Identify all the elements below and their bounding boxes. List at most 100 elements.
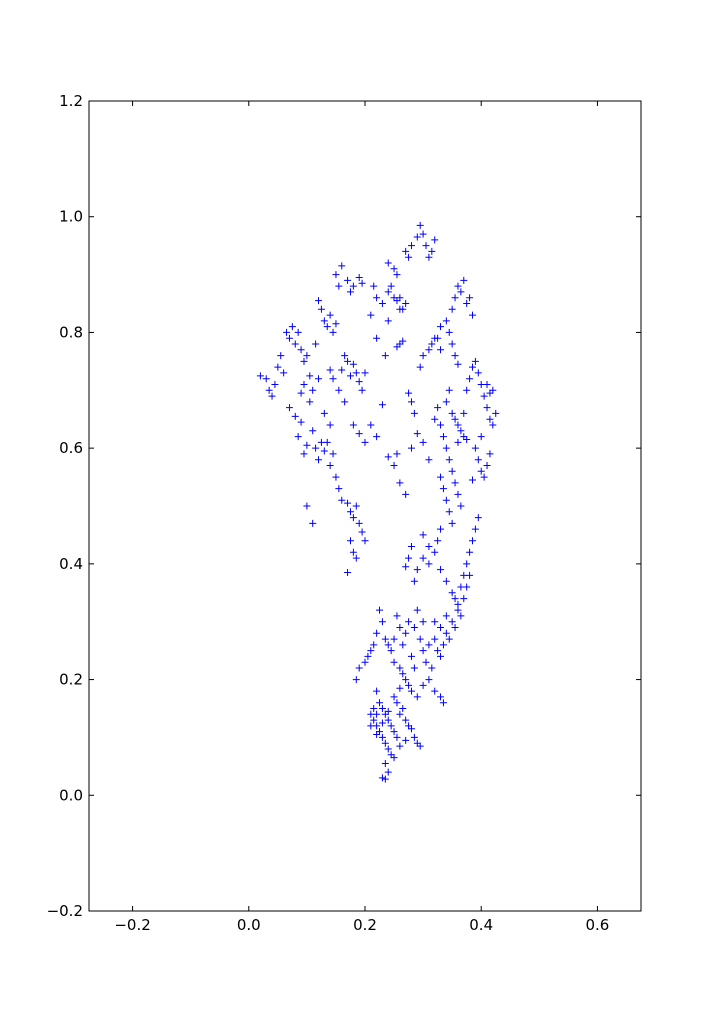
- scatter-point: [381, 710, 389, 718]
- scatter-point: [361, 438, 369, 446]
- scatter-point: [393, 612, 401, 620]
- scatter-point: [431, 236, 439, 244]
- scatter-point: [352, 369, 360, 377]
- scatter-point: [425, 560, 433, 568]
- scatter-point: [396, 664, 404, 672]
- scatter-point: [271, 381, 279, 388]
- points-layer: [256, 221, 500, 783]
- scatter-point: [434, 404, 442, 412]
- scatter-point: [344, 499, 352, 507]
- scatter-point: [323, 323, 331, 331]
- scatter-point: [335, 386, 343, 394]
- scatter-point: [468, 363, 476, 371]
- scatter-point: [381, 352, 389, 360]
- scatter-point: [425, 676, 433, 684]
- scatter-point: [474, 369, 482, 377]
- scatter-point: [378, 733, 386, 741]
- scatter-point: [410, 664, 418, 672]
- scatter-point: [471, 525, 479, 533]
- scatter-point: [486, 450, 494, 458]
- scatter-point: [463, 386, 471, 394]
- scatter-point: [309, 386, 317, 394]
- scatter-point: [407, 398, 415, 406]
- scatter-point: [384, 259, 392, 267]
- scatter-point: [384, 453, 392, 461]
- scatter-point: [477, 467, 485, 475]
- scatter-point: [428, 340, 436, 348]
- scatter-point: [466, 294, 474, 302]
- scatter-point: [425, 456, 433, 464]
- scatter-point: [442, 629, 450, 637]
- scatter-point: [439, 485, 447, 493]
- scatter-point: [349, 514, 357, 522]
- scatter-point: [381, 759, 389, 767]
- scatter-point: [413, 739, 421, 747]
- scatter-point: [376, 699, 384, 707]
- scatter-point: [413, 430, 421, 438]
- scatter-point: [335, 282, 343, 290]
- y-tick-label: 1.0: [59, 208, 83, 226]
- scatter-point: [329, 375, 337, 383]
- scatter-point: [416, 742, 424, 750]
- scatter-point: [387, 751, 395, 759]
- scatter-point: [402, 716, 410, 724]
- scatter-point: [463, 583, 471, 591]
- scatter-point: [326, 366, 334, 374]
- scatter-point: [483, 462, 491, 469]
- scatter-point: [320, 447, 328, 455]
- scatter-point: [402, 490, 410, 498]
- y-tick-label: −0.2: [47, 902, 83, 920]
- scatter-point: [468, 311, 476, 319]
- scatter-point: [370, 641, 378, 649]
- scatter-point: [381, 635, 389, 643]
- scatter-point: [396, 742, 404, 750]
- scatter-point: [291, 340, 299, 348]
- scatter-point: [300, 381, 308, 388]
- scatter-point: [387, 647, 395, 655]
- scatter-point: [402, 676, 410, 684]
- scatter-point: [457, 427, 465, 435]
- scatter-point: [422, 242, 430, 250]
- scatter-point: [361, 369, 369, 377]
- scatter-point: [399, 705, 407, 712]
- scatter-point: [396, 479, 404, 487]
- scatter-point: [358, 279, 366, 287]
- scatter-point: [399, 337, 407, 345]
- scatter-point: [396, 624, 404, 631]
- scatter-point: [442, 577, 450, 585]
- scatter-point: [428, 664, 436, 672]
- scatter-point: [471, 444, 479, 452]
- scatter-point: [437, 346, 445, 354]
- scatter-point: [367, 722, 375, 730]
- scatter-point: [288, 323, 296, 331]
- scatter-point: [437, 323, 445, 331]
- scatter-point: [410, 733, 418, 741]
- scatter-point: [483, 404, 491, 412]
- scatter-point: [326, 311, 334, 319]
- scatter-point: [445, 456, 453, 464]
- scatter-point: [393, 343, 401, 351]
- scatter-point: [407, 543, 415, 550]
- scatter-point: [434, 537, 442, 545]
- scatter-point: [390, 658, 398, 666]
- scatter-point: [373, 294, 381, 302]
- scatter-point: [315, 375, 323, 383]
- scatter-point: [329, 328, 337, 336]
- scatter-point: [442, 496, 450, 504]
- x-tick-label: 0.2: [353, 916, 377, 934]
- scatter-point: [405, 681, 413, 689]
- x-tick-label: 0.4: [469, 916, 493, 934]
- scatter-point: [317, 305, 325, 313]
- scatter-point: [451, 479, 459, 487]
- scatter-point: [460, 433, 468, 441]
- scatter-point: [312, 340, 320, 348]
- scatter-point: [256, 372, 264, 380]
- scatter-point: [393, 297, 401, 305]
- scatter-point: [419, 681, 427, 689]
- scatter-point: [390, 294, 398, 302]
- scatter-point: [344, 276, 352, 284]
- scatter-point: [431, 415, 439, 423]
- scatter-point: [437, 652, 445, 660]
- scatter-point: [410, 409, 418, 417]
- scatter-point: [454, 438, 462, 446]
